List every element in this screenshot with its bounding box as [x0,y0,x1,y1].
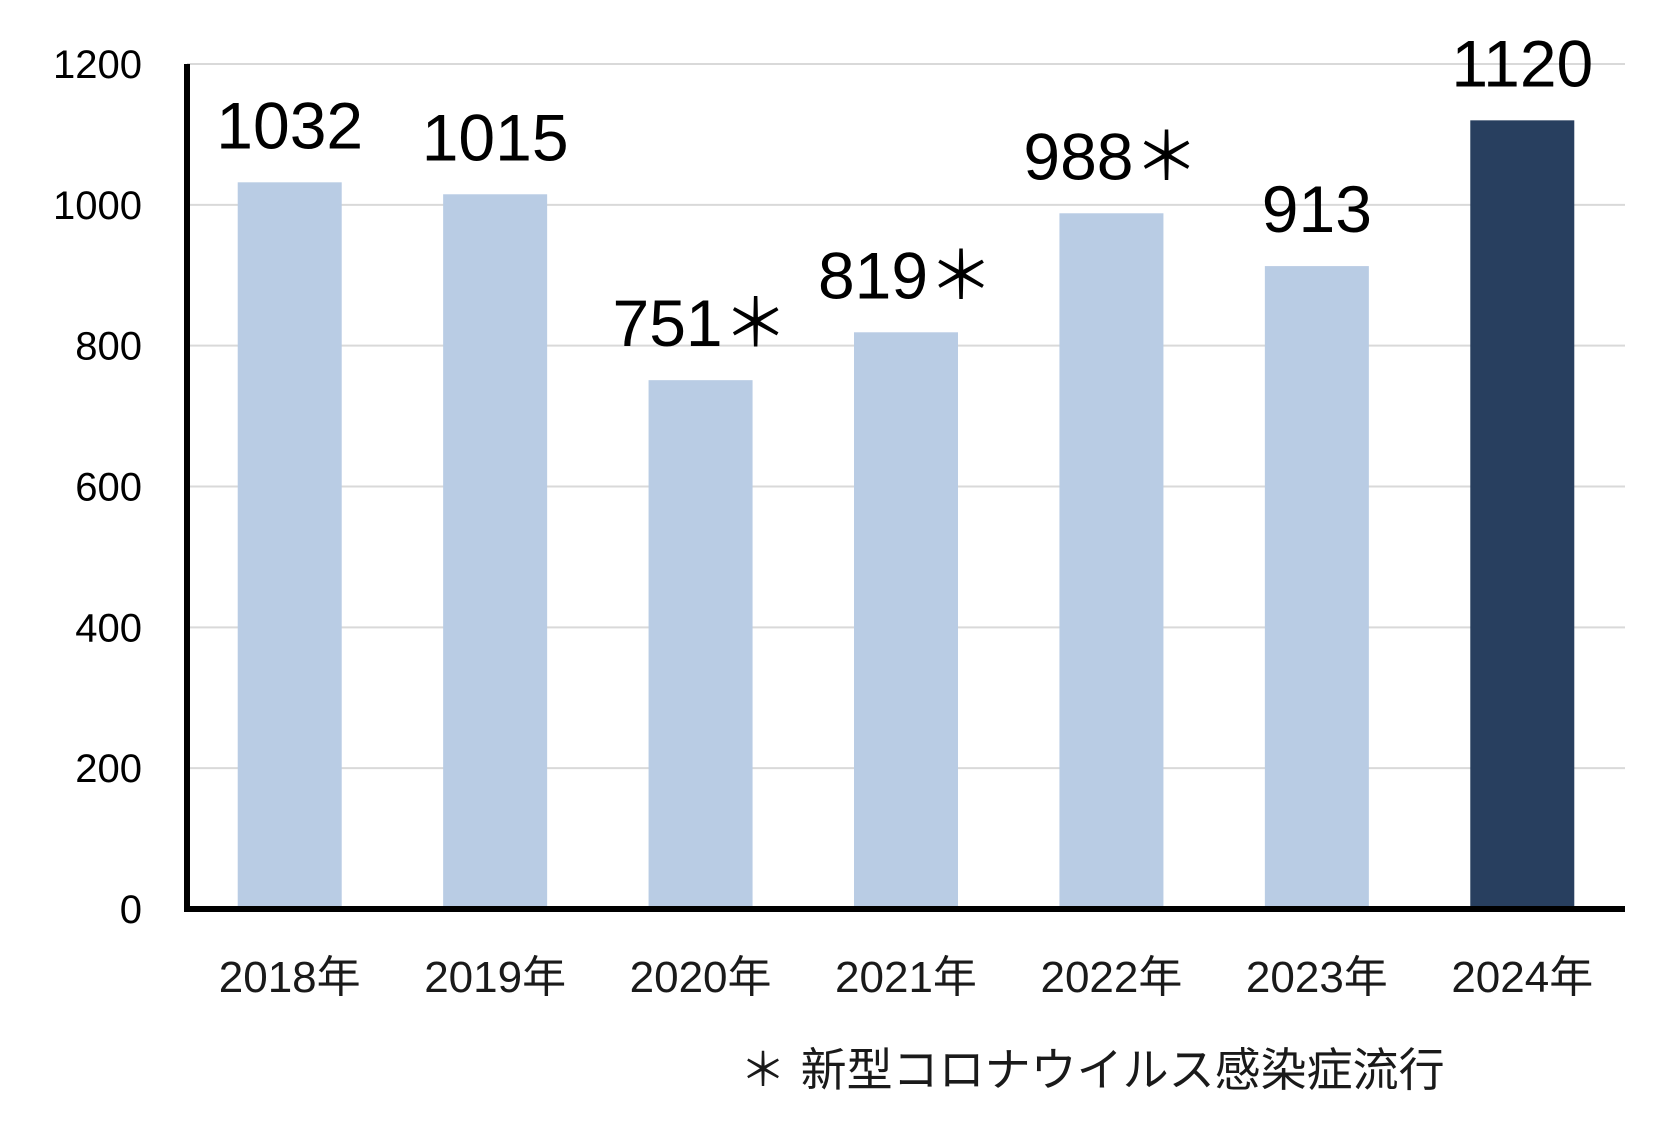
data-label: 913 [1262,172,1372,246]
x-category-label: 2022年 [1040,953,1182,1002]
y-tick-label: 800 [75,325,142,369]
y-tick-label: 600 [75,466,142,510]
x-category-label: 2018年 [219,953,361,1002]
y-tick-label: 200 [75,747,142,791]
bar-4 [854,332,958,910]
y-axis-ticks: 0 200 400 600 800 1000 1200 [53,43,142,932]
y-tick-label: 0 [120,888,142,932]
bars [237,120,1575,910]
bar-7 [1470,120,1575,910]
bar-5 [1059,213,1164,910]
data-label: 988＊ [1023,119,1199,193]
bar-6 [1264,266,1369,909]
bar-2 [443,194,548,910]
bar-3 [648,380,753,909]
data-label: 1032 [216,88,363,162]
x-category-label: 2020年 [630,953,772,1002]
footnote: ＊ 新型コロナウイルス感染症流行 [740,1043,1445,1097]
data-label: 1015 [422,100,569,174]
data-label: 751＊ [613,286,789,360]
x-axis-categories: 2018年 2019年 2020年 2021年 2022年 2023年 2024年 [219,953,1593,1002]
x-category-label: 2024年 [1451,953,1593,1002]
x-category-label: 2019年 [424,953,566,1002]
bar-1 [237,182,342,910]
y-tick-label: 1000 [53,184,142,228]
x-category-label: 2021年 [835,953,977,1002]
x-category-label: 2023年 [1246,953,1388,1002]
data-labels: 1032 1015 751＊ 819＊ 988＊ 913 1120 [216,26,1593,360]
data-label: 1120 [1451,26,1593,100]
y-tick-label: 1200 [53,43,142,87]
y-tick-label: 400 [75,606,142,650]
data-label: 819＊ [818,238,994,312]
